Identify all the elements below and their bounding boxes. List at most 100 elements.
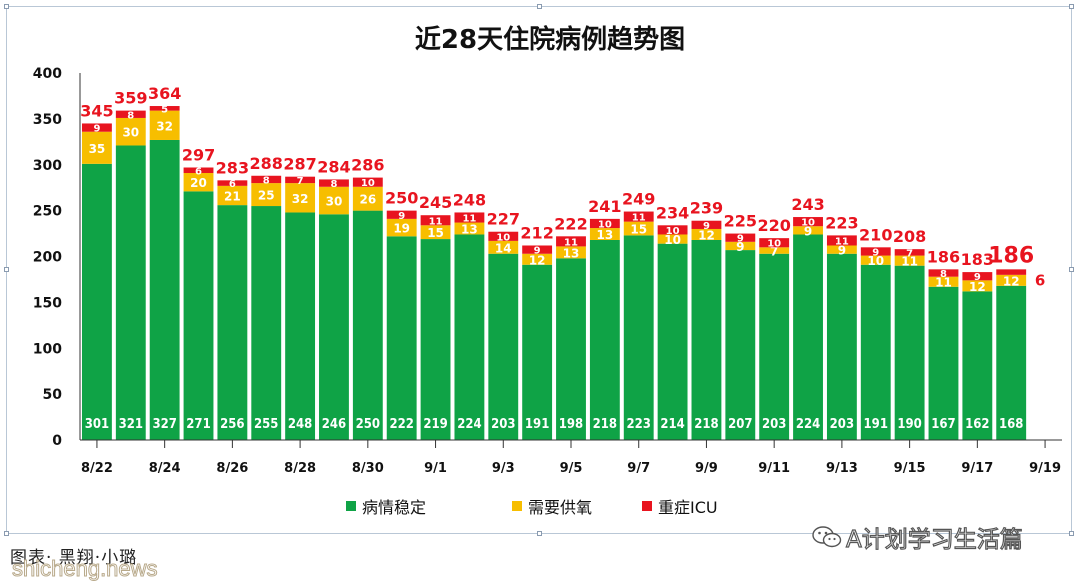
bar-value-label: 6 [195,166,202,177]
bar-value-label: 9 [736,240,744,254]
bar-value-label: 224 [457,417,481,432]
watermark-site: shicheng.news [12,556,159,582]
bar-segment [860,264,891,440]
resize-handle-bottom-mid[interactable] [537,531,542,536]
bar-segment [217,180,248,186]
bar-segment [759,247,790,254]
bar-value-label: 12 [969,280,986,294]
bar-segment [725,233,756,242]
bar-segment [352,186,383,211]
bar-value-label: 9 [872,247,879,258]
bar-segment [386,218,417,237]
bar-value-label: 10 [767,239,781,250]
bar-segment [894,255,925,266]
bar-segment [386,210,417,219]
bar-value-label: 21 [224,189,241,203]
bar-segment [488,240,519,254]
bar-total-label: 245 [419,193,452,212]
y-tick-label: 150 [33,295,62,311]
x-tick-label: 9/19 [1029,461,1061,476]
bar-value-label: 9 [398,211,405,222]
bar-segment [826,235,857,246]
bar-value-label: 6 [229,179,236,190]
resize-handle-bottom-right[interactable] [1069,531,1074,536]
bar-segment [183,191,214,440]
bar-total-label: 210 [859,225,892,244]
bar-value-label: 9 [703,221,710,232]
bar-segment [420,215,451,226]
bar-segment [251,183,282,207]
bar-segment [217,205,248,440]
bar-total-label: 283 [216,158,249,177]
bar-total-label: 359 [114,89,147,108]
bar-segment [149,106,180,111]
legend: 病情稳定 需要供氧 重症ICU [346,498,718,517]
bar-segment [860,247,891,256]
bar-value-label: 14 [495,241,512,255]
bar-segment [522,264,553,440]
bar-value-label: 167 [931,417,955,432]
bar-value-label: 327 [152,417,176,432]
bar-total-label: 345 [80,101,113,120]
bar-segment [657,243,688,440]
x-tick-label: 9/5 [560,461,583,476]
bar-value-label: 250 [356,417,380,432]
bar-value-label: 9 [737,234,744,245]
bar-segment [691,220,722,229]
bar-value-label: 7 [297,176,304,187]
bar-segment [251,206,282,440]
y-tick-label: 250 [33,204,62,220]
y-axis: 0 50 100 150 200 250 300 350 400 [33,66,81,449]
bar-segment [894,265,925,440]
bar-value-label: 8 [330,179,337,190]
bar-segment [589,228,620,240]
bar-segment [556,258,586,440]
chart-title: 近28天住院病例趋势图 [415,24,685,55]
bar-value-label: 8 [263,175,270,186]
y-tick-label: 400 [33,66,62,82]
resize-handle-top-right[interactable] [1069,4,1074,9]
resize-handle-mid-right[interactable] [1069,267,1074,272]
bar-value-label: 203 [762,417,786,432]
bar-total-label: 234 [656,203,689,222]
y-tick-label: 0 [52,433,62,449]
legend-swatch [512,501,522,511]
y-tick-label: 350 [33,112,62,128]
bar-segment [352,210,383,440]
bar-value-label: 224 [796,417,820,432]
bar-value-label: 10 [664,233,681,247]
bar-value-label: 246 [322,417,346,432]
bar-total-label: 220 [757,216,790,235]
bar-segment [826,253,857,440]
bar-total-label: 208 [893,227,926,246]
bar-segment [556,236,586,247]
watermark-brand: A计划学习生活篇 [812,520,1023,554]
bar-value-label: 20 [190,176,207,190]
x-tick-label: 9/17 [961,461,993,476]
bar-value-label: 12 [1003,274,1020,288]
bar-segment [691,228,722,240]
bar-segment [928,286,959,440]
bar-total-label: 284 [317,157,350,176]
chart-frame [4,4,1074,536]
bar-segment [217,185,248,206]
resize-handle-mid-left[interactable] [4,267,9,272]
bar-segment [522,253,553,265]
bar-segment [115,110,146,118]
resize-handle-bottom-left[interactable] [4,531,9,536]
bar-value-label: 10 [361,178,375,189]
bar-total-label: 249 [622,190,655,209]
bar-value-label: 32 [156,119,173,133]
resize-handle-top-mid[interactable] [537,4,542,9]
bar-segment [115,117,146,146]
bar-segment [962,291,993,440]
bar-segment [285,176,316,184]
bar-value-label: 10 [496,232,510,243]
bar-total-label: 364 [148,84,181,103]
x-tick-label: 8/24 [149,461,181,476]
legend-swatch [346,501,356,511]
resize-handle-top-left[interactable] [4,4,9,9]
bar-segment [420,239,451,440]
bar-segment [589,239,620,440]
